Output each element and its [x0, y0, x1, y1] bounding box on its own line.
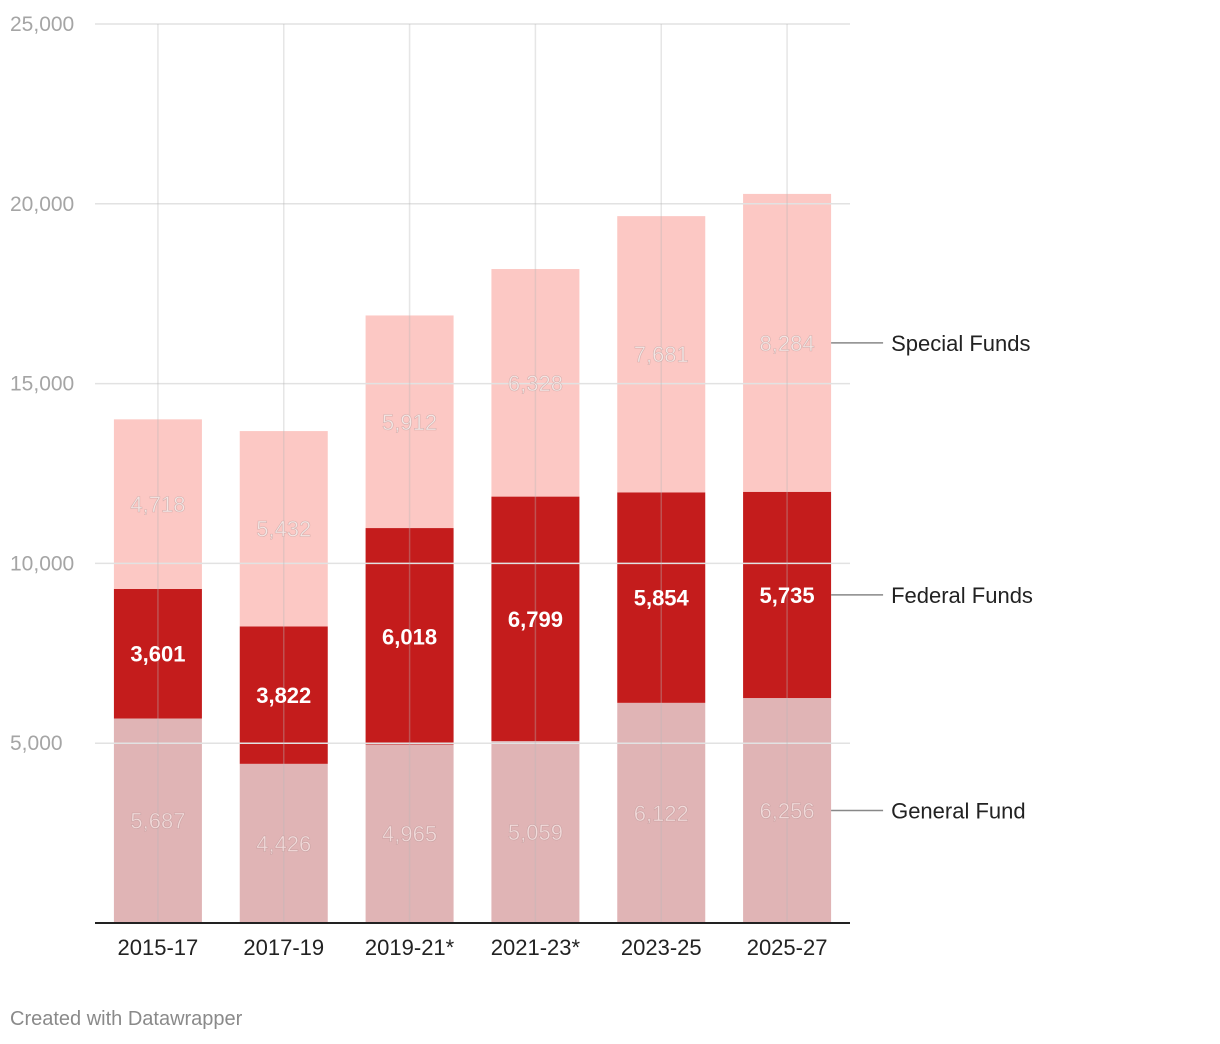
- stacked-bar-chart: 5,000 10,000 15,000 20,000 25,000 2015-17 2017…: [10, 13, 1033, 960]
- bar-segment: [617, 492, 706, 703]
- data-label: 5,735: [760, 583, 815, 608]
- bar-segment: [113, 718, 202, 923]
- x-tick-label: 2023-25: [621, 935, 702, 960]
- data-label: 4,718: [130, 492, 185, 517]
- gridlines: [95, 23, 850, 923]
- bar-segment: [491, 269, 580, 497]
- y-tick-label: 10,000: [10, 552, 74, 575]
- bar-segment: [113, 589, 202, 719]
- x-tick-label: 2021-23*: [491, 935, 581, 960]
- bar-segment: [239, 763, 328, 923]
- legend: General Fund Federal Funds Special Funds: [831, 331, 1033, 824]
- data-label: 6,256: [760, 799, 815, 824]
- bar-segment: [491, 496, 580, 742]
- legend-label: Federal Funds: [891, 583, 1033, 608]
- bar-segment: [617, 216, 706, 493]
- data-label: 3,601: [130, 642, 185, 667]
- bar-segment: [617, 702, 706, 923]
- data-label: 6,122: [634, 801, 689, 826]
- axes: 5,000 10,000 15,000 20,000 25,000 2015-17 2017…: [10, 13, 850, 960]
- y-tick-label: 20,000: [10, 193, 74, 216]
- x-tick-label: 2015-17: [118, 935, 199, 960]
- data-label: 5,912: [382, 410, 437, 435]
- value-labels: 5,687 3,601 4,718 4,426 3,822 5,432 4,965 6,018…: [130, 331, 815, 857]
- bar-segment: [239, 431, 328, 627]
- data-label: 7,681: [634, 342, 689, 367]
- data-label: 5,432: [256, 517, 311, 542]
- data-label: 4,426: [256, 831, 311, 856]
- legend-label: General Fund: [891, 799, 1026, 824]
- bars: [113, 193, 832, 923]
- data-label: 6,328: [508, 371, 563, 396]
- bar-segment: [743, 698, 832, 923]
- x-tick-label: 2017-19: [243, 935, 324, 960]
- data-label: 5,687: [130, 809, 185, 834]
- data-label: 5,059: [508, 820, 563, 845]
- bar-segment: [491, 741, 580, 923]
- y-tick-label: 15,000: [10, 373, 74, 396]
- data-label: 8,284: [760, 331, 815, 356]
- credit-text: Created with Datawrapper: [10, 1008, 243, 1030]
- bar-segment: [239, 626, 328, 764]
- y-tick-label: 25,000: [10, 13, 74, 36]
- bar-segment: [743, 193, 832, 492]
- data-label: 5,854: [634, 586, 690, 611]
- x-tick-label: 2019-21*: [365, 935, 455, 960]
- bar-segment: [365, 744, 454, 923]
- data-label: 3,822: [256, 683, 311, 708]
- x-tick-label: 2025-27: [747, 935, 828, 960]
- legend-label: Special Funds: [891, 331, 1030, 356]
- y-tick-label: 5,000: [10, 732, 63, 755]
- data-label: 6,799: [508, 607, 563, 632]
- bar-segment: [365, 315, 454, 529]
- data-label: 4,965: [382, 822, 437, 847]
- data-label: 6,018: [382, 624, 437, 649]
- bar-segment: [743, 491, 832, 699]
- bar-segment: [113, 419, 202, 590]
